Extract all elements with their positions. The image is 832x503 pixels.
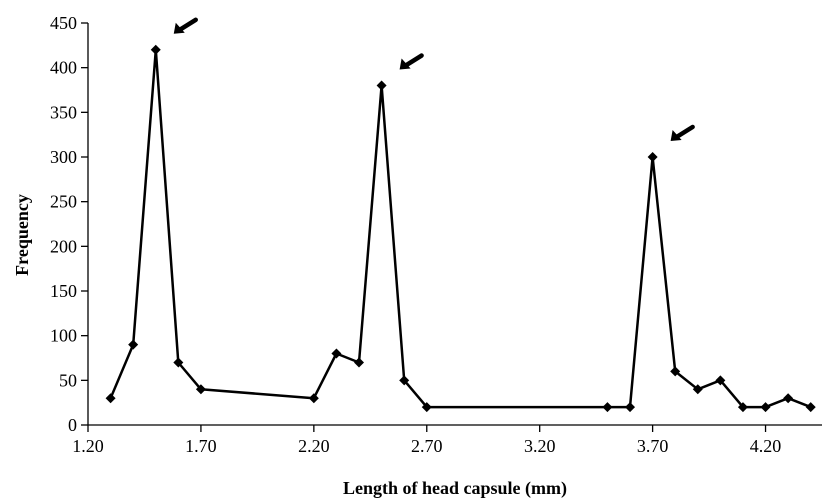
x-tick-label: 2.70 (411, 436, 443, 456)
x-tick-label: 3.70 (637, 436, 669, 456)
data-point (150, 44, 161, 55)
data-point (195, 384, 206, 395)
peak-arrow (399, 53, 424, 70)
x-tick-label: 4.20 (750, 436, 782, 456)
data-point (715, 375, 726, 386)
data-point (737, 402, 748, 413)
data-point (783, 393, 794, 404)
data-point (173, 357, 184, 368)
data-markers (105, 44, 816, 413)
axes (87, 23, 822, 426)
x-tick-label: 1.20 (72, 436, 104, 456)
x-axis-ticks: 1.20 1.70 2.20 2.70 3.20 3.70 4.20 (72, 425, 781, 456)
data-point (625, 402, 636, 413)
data-point (602, 402, 613, 413)
x-tick-label: 1.70 (185, 436, 217, 456)
data-point (805, 402, 816, 413)
data-point (308, 393, 319, 404)
data-point (692, 384, 703, 395)
y-tick-label: 300 (50, 147, 77, 167)
data-point (421, 402, 432, 413)
x-axis-title: Length of head capsule (mm) (343, 478, 567, 499)
series-line (109, 48, 812, 409)
data-point (647, 152, 658, 162)
y-tick-label: 450 (50, 13, 77, 33)
y-tick-label: 50 (59, 370, 77, 390)
data-point (670, 366, 681, 377)
data-point (128, 339, 139, 350)
x-tick-label: 2.20 (298, 436, 330, 456)
y-tick-label: 150 (50, 281, 77, 301)
y-tick-label: 100 (50, 326, 77, 346)
y-tick-label: 0 (68, 415, 77, 435)
x-tick-label: 3.20 (524, 436, 556, 456)
y-tick-label: 400 (50, 58, 77, 78)
data-point (354, 357, 365, 368)
y-axis-title: Frequency (12, 194, 32, 276)
peak-arrow (670, 124, 695, 141)
data-point (105, 393, 116, 404)
y-tick-label: 350 (50, 102, 77, 122)
data-point (331, 348, 342, 359)
peak-arrows (173, 17, 695, 141)
y-axis-ticks: 0 50 100 150 200 250 300 350 400 450 (50, 13, 88, 435)
data-point (399, 375, 410, 386)
peak-arrow (173, 17, 199, 34)
y-tick-label: 250 (50, 192, 77, 212)
data-point (760, 402, 771, 413)
data-point (376, 80, 387, 91)
y-tick-label: 200 (50, 236, 77, 256)
